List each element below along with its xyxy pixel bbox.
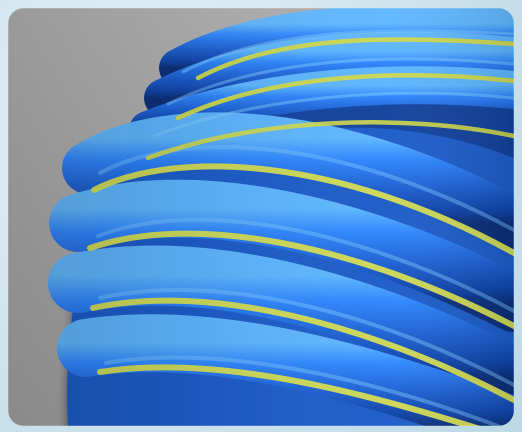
coiled-hose-illustration bbox=[8, 8, 514, 426]
depth-shading bbox=[8, 8, 514, 426]
product-photo bbox=[8, 8, 514, 426]
